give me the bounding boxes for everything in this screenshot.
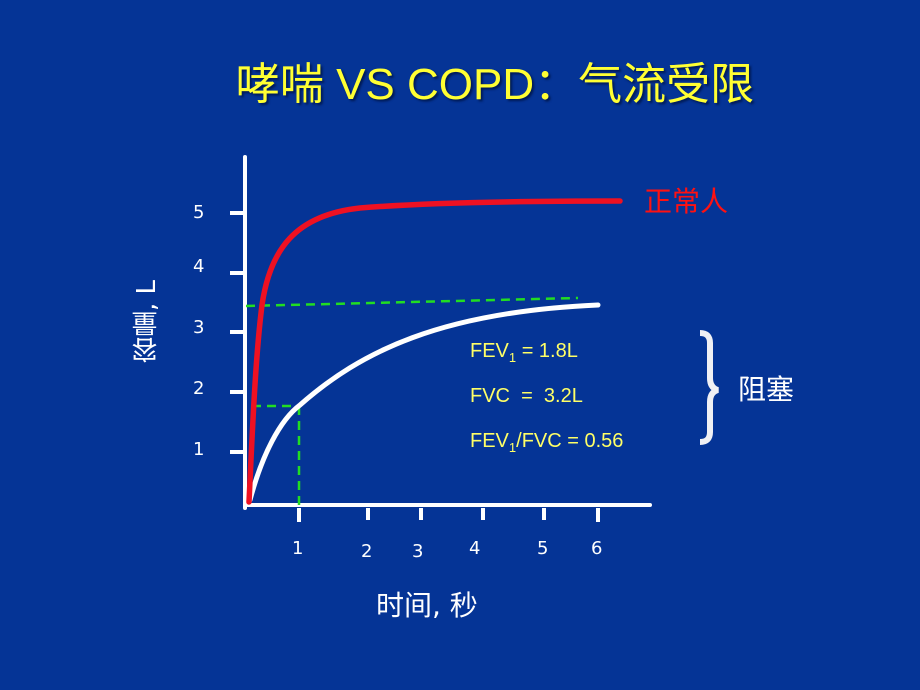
ratio-stat: FEV1/FVC = 0.56 (470, 430, 624, 455)
slide-title: 哮喘 VS COPD：气流受限 (235, 60, 755, 109)
fvc-stat: FVC = 3.2L (470, 385, 583, 407)
y-axis-ticks (230, 211, 245, 454)
normal-curve (246, 198, 623, 505)
y-tick-label: 3 (193, 317, 205, 338)
legend-normal-label: 正常人 (644, 185, 729, 218)
x-tick-label: 1 (292, 538, 304, 559)
y-tick-label: 2 (193, 378, 205, 399)
obstructive-curve (247, 302, 601, 503)
y-tick-label: 1 (193, 439, 205, 460)
legend-obstruction-label: 阻塞 (738, 373, 795, 406)
brace-icon (699, 330, 719, 445)
y-tick-label: 4 (193, 256, 205, 277)
x-axis-label: 时间, 秒 (376, 589, 478, 622)
fev1-stat: FEV1 = 1.8L (470, 340, 578, 365)
x-tick-label: 6 (591, 538, 603, 559)
x-tick-label: 5 (537, 538, 549, 559)
x-tick-label: 2 (361, 541, 373, 562)
reference-lines (245, 296, 579, 505)
y-axis-label: 容量, L (132, 280, 162, 364)
x-axis-ticks (297, 508, 600, 522)
y-tick-label: 5 (193, 202, 205, 223)
x-tick-label: 3 (412, 541, 424, 562)
x-tick-label: 4 (469, 538, 481, 559)
